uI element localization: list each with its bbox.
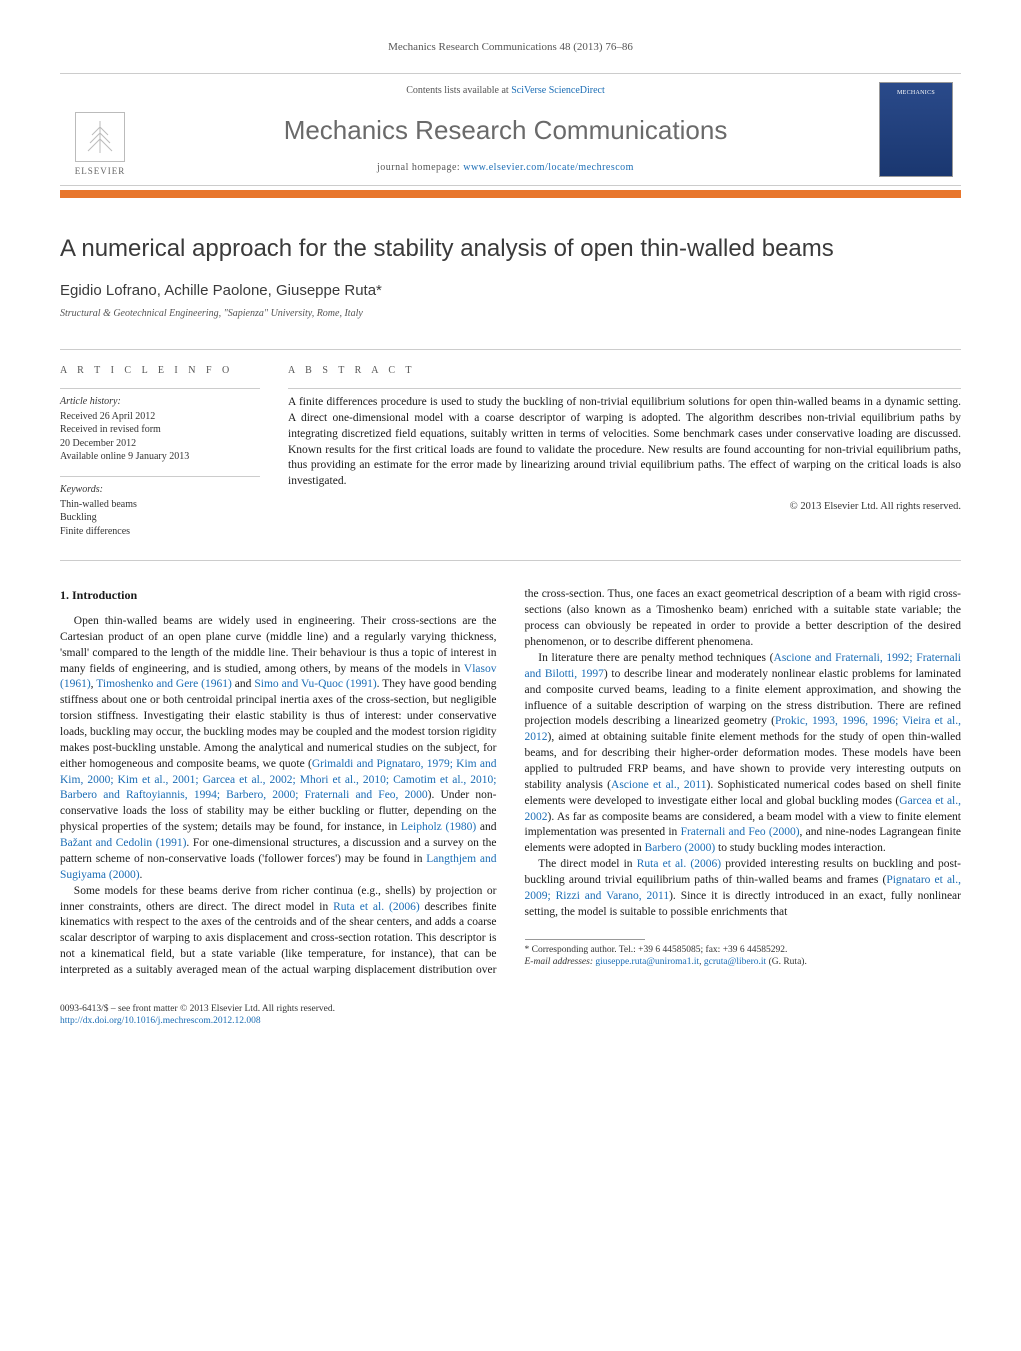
homepage-link[interactable]: www.elsevier.com/locate/mechrescom	[463, 162, 634, 173]
journal-masthead: ELSEVIER Contents lists available at Sci…	[60, 73, 961, 186]
citation-link[interactable]: Fraternali and Feo (2000)	[681, 826, 800, 838]
article-info-col: a r t i c l e i n f o Article history: R…	[60, 364, 260, 551]
article-title: A numerical approach for the stability a…	[60, 232, 961, 266]
text: and	[232, 678, 255, 690]
page-footer: 0093-6413/$ – see front matter © 2013 El…	[60, 1003, 961, 1028]
accent-bar	[60, 190, 961, 198]
elsevier-tree-icon	[75, 112, 125, 162]
abstract-copyright: © 2013 Elsevier Ltd. All rights reserved…	[288, 500, 961, 515]
keyword: Buckling	[60, 511, 260, 525]
sciencedirect-link[interactable]: SciVerse ScienceDirect	[511, 85, 605, 96]
body-paragraph: In literature there are penalty method t…	[525, 651, 962, 857]
citation-link[interactable]: Ruta et al. (2006)	[637, 858, 721, 870]
article-authors: Egidio Lofrano, Achille Paolone, Giusepp…	[60, 280, 961, 301]
journal-cover-thumb: MECHANICS	[879, 82, 953, 177]
email-line: E-mail addresses: giuseppe.ruta@uniroma1…	[525, 956, 962, 968]
text: to study buckling modes interaction.	[715, 842, 886, 854]
text: (G. Ruta).	[766, 957, 807, 967]
email-link[interactable]: gcruta@libero.it	[704, 957, 766, 967]
article-affiliation: Structural & Geotechnical Engineering, "…	[60, 307, 961, 321]
divider	[60, 560, 961, 561]
citation-link[interactable]: Simo and Vu-Quoc (1991)	[254, 678, 376, 690]
article-body: 1. Introduction Open thin-walled beams a…	[60, 587, 961, 978]
text: and	[476, 821, 496, 833]
text: In literature there are penalty method t…	[538, 652, 773, 664]
front-matter-line: 0093-6413/$ – see front matter © 2013 El…	[60, 1003, 961, 1015]
journal-title: Mechanics Research Communications	[148, 112, 863, 148]
body-paragraph: Open thin-walled beams are widely used i…	[60, 614, 497, 884]
history-label: Article history:	[60, 395, 260, 409]
cover-thumb-title: MECHANICS	[897, 89, 935, 97]
revised-line1: Received in revised form	[60, 423, 260, 437]
citation-link[interactable]: Ruta et al. (2006)	[333, 901, 420, 913]
doi-link[interactable]: http://dx.doi.org/10.1016/j.mechrescom.2…	[60, 1016, 261, 1026]
footnote-separator	[525, 939, 645, 940]
text: The direct model in	[538, 858, 636, 870]
journal-homepage-line: journal homepage: www.elsevier.com/locat…	[148, 161, 863, 175]
homepage-prefix: journal homepage:	[377, 162, 463, 173]
elsevier-logo: ELSEVIER	[75, 112, 126, 178]
email-link[interactable]: giuseppe.ruta@uniroma1.it	[595, 957, 699, 967]
section-heading: 1. Introduction	[60, 587, 497, 604]
journal-citation: Mechanics Research Communications 48 (20…	[60, 40, 961, 55]
publisher-logo-block: ELSEVIER	[60, 74, 140, 185]
article-info-heading: a r t i c l e i n f o	[60, 364, 260, 378]
text: .	[140, 869, 143, 881]
publisher-name: ELSEVIER	[75, 165, 126, 178]
keywords-label: Keywords:	[60, 483, 260, 497]
keyword: Finite differences	[60, 525, 260, 539]
masthead-center: Contents lists available at SciVerse Sci…	[140, 74, 871, 185]
divider	[60, 388, 260, 389]
keyword: Thin-walled beams	[60, 498, 260, 512]
abstract-col: a b s t r a c t A finite differences pro…	[288, 364, 961, 551]
corresponding-author-footnote: * Corresponding author. Tel.: +39 6 4458…	[525, 944, 962, 969]
abstract-text: A finite differences procedure is used t…	[288, 395, 961, 490]
text: . They have good bending stiffness about…	[60, 678, 497, 769]
contents-prefix: Contents lists available at	[406, 85, 511, 96]
corr-author-line: * Corresponding author. Tel.: +39 6 4458…	[525, 944, 962, 956]
citation-link[interactable]: Timoshenko and Gere (1961)	[96, 678, 232, 690]
revised-line2: 20 December 2012	[60, 437, 260, 451]
divider	[60, 476, 260, 477]
citation-link[interactable]: Barbero (2000)	[645, 842, 716, 854]
abstract-heading: a b s t r a c t	[288, 364, 961, 378]
contents-available-line: Contents lists available at SciVerse Sci…	[148, 84, 863, 98]
citation-link[interactable]: Bažant and Cedolin (1991)	[60, 837, 186, 849]
online-date: Available online 9 January 2013	[60, 450, 260, 464]
email-label: E-mail addresses:	[525, 957, 596, 967]
citation-link[interactable]: Leipholz (1980)	[401, 821, 476, 833]
info-abstract-row: a r t i c l e i n f o Article history: R…	[60, 350, 961, 561]
cover-thumb-block: MECHANICS	[871, 74, 961, 185]
received-date: Received 26 April 2012	[60, 410, 260, 424]
body-paragraph: The direct model in Ruta et al. (2006) p…	[525, 857, 962, 920]
divider	[288, 388, 961, 389]
text: Open thin-walled beams are widely used i…	[60, 615, 497, 675]
citation-link[interactable]: Ascione et al., 2011	[611, 779, 706, 791]
